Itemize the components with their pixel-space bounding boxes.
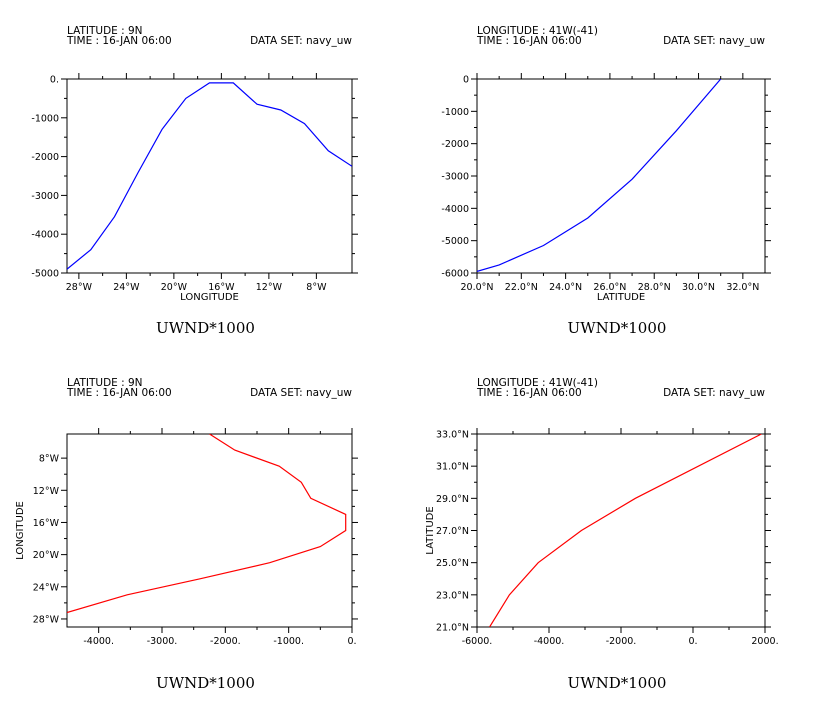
y-tick-label: -2000 (31, 152, 59, 163)
y-tick-label: -4000 (441, 204, 469, 215)
x-tick-label: -1000. (273, 636, 304, 647)
x-tick-label: 32.0°N (726, 282, 759, 293)
plot-frame (476, 78, 766, 274)
plot-caption: UWND*1000 (156, 674, 255, 692)
x-tick-label: -4000. (534, 636, 565, 647)
plot-caption: UWND*1000 (568, 674, 667, 692)
header-line: TIME : 16-JAN 06:00 (476, 387, 582, 399)
header-line: TIME : 16-JAN 06:00 (476, 35, 582, 47)
y-tick-label: -6000 (441, 269, 469, 280)
y-tick-label: 29.0°N (436, 494, 469, 505)
y-axis-label: LATITUDE (425, 506, 436, 554)
y-tick-label: -4000 (31, 230, 59, 241)
x-tick-label: 26.0°N (593, 282, 626, 293)
x-tick-label: 28.0°N (638, 282, 671, 293)
dataset-label: DATA SET: navy_uw (250, 387, 352, 399)
y-tick-label: 25.0°N (436, 558, 469, 569)
data-series-line (67, 434, 347, 614)
x-tick-label: -3000. (147, 636, 178, 647)
y-tick-label: -2000 (441, 139, 469, 150)
plot-caption: UWND*1000 (156, 319, 255, 337)
y-tick-label: 31.0°N (436, 462, 469, 473)
x-tick-label: 30.0°N (682, 282, 715, 293)
header-line: LATITUDE : 9N (67, 25, 143, 37)
x-tick-label: 2000. (751, 636, 778, 647)
header-line: TIME : 16-JAN 06:00 (66, 35, 172, 47)
y-tick-label: 16°W (33, 518, 60, 529)
plot-frame (476, 433, 766, 628)
x-tick-label: 28°W (66, 282, 93, 293)
x-tick-label: -2000. (606, 636, 637, 647)
y-tick-label: 23.0°N (436, 590, 469, 601)
header-line: LATITUDE : 9N (67, 377, 143, 389)
x-tick-label: 0. (347, 636, 356, 647)
y-tick-label: 20°W (33, 550, 60, 561)
y-tick-label: -1000 (441, 107, 469, 118)
header-line: TIME : 16-JAN 06:00 (66, 387, 172, 399)
x-tick-label: 24.0°N (549, 282, 582, 293)
x-tick-label: 20°W (161, 282, 188, 293)
dataset-label: DATA SET: navy_uw (250, 35, 352, 47)
x-tick-label: 16°W (208, 282, 235, 293)
plot-caption: UWND*1000 (568, 319, 667, 337)
dataset-label: DATA SET: navy_uw (663, 387, 765, 399)
y-tick-label: -3000 (31, 191, 59, 202)
y-tick-label: -1000 (31, 113, 59, 124)
data-series-line (477, 79, 722, 272)
x-tick-label: 24°W (113, 282, 140, 293)
y-tick-label: 24°W (33, 582, 60, 593)
x-tick-label: -4000. (83, 636, 114, 647)
y-tick-label: 27.0°N (436, 526, 469, 537)
data-series-line (489, 434, 762, 627)
header-line: LONGITUDE : 41W(-41) (477, 25, 598, 37)
dataset-label: DATA SET: navy_uw (663, 35, 765, 47)
y-tick-label: 28°W (33, 614, 60, 625)
header-line: LONGITUDE : 41W(-41) (477, 377, 598, 389)
plot-frame (66, 433, 353, 628)
y-tick-label: -3000 (441, 172, 469, 183)
data-series-line (67, 82, 352, 270)
y-tick-label: 0 (463, 75, 469, 86)
x-tick-label: 0. (688, 636, 697, 647)
plot-frame (66, 78, 353, 274)
x-tick-label: -6000. (462, 636, 493, 647)
x-tick-label: -2000. (210, 636, 241, 647)
x-tick-label: 8°W (306, 282, 327, 293)
y-tick-label: -5000 (441, 236, 469, 247)
y-tick-label: 12°W (33, 486, 60, 497)
y-tick-label: 8°W (39, 454, 60, 465)
y-axis-label: LONGITUDE (15, 501, 26, 560)
x-tick-label: 20.0°N (460, 282, 493, 293)
x-axis-label: LATITUDE (597, 292, 645, 303)
y-tick-label: 21.0°N (436, 623, 469, 634)
y-tick-label: 33.0°N (436, 430, 469, 441)
x-tick-label: 12°W (256, 282, 283, 293)
x-axis-label: LONGITUDE (180, 292, 239, 303)
y-tick-label: -5000 (31, 269, 59, 280)
y-tick-label: 0. (50, 75, 59, 86)
x-tick-label: 22.0°N (505, 282, 538, 293)
